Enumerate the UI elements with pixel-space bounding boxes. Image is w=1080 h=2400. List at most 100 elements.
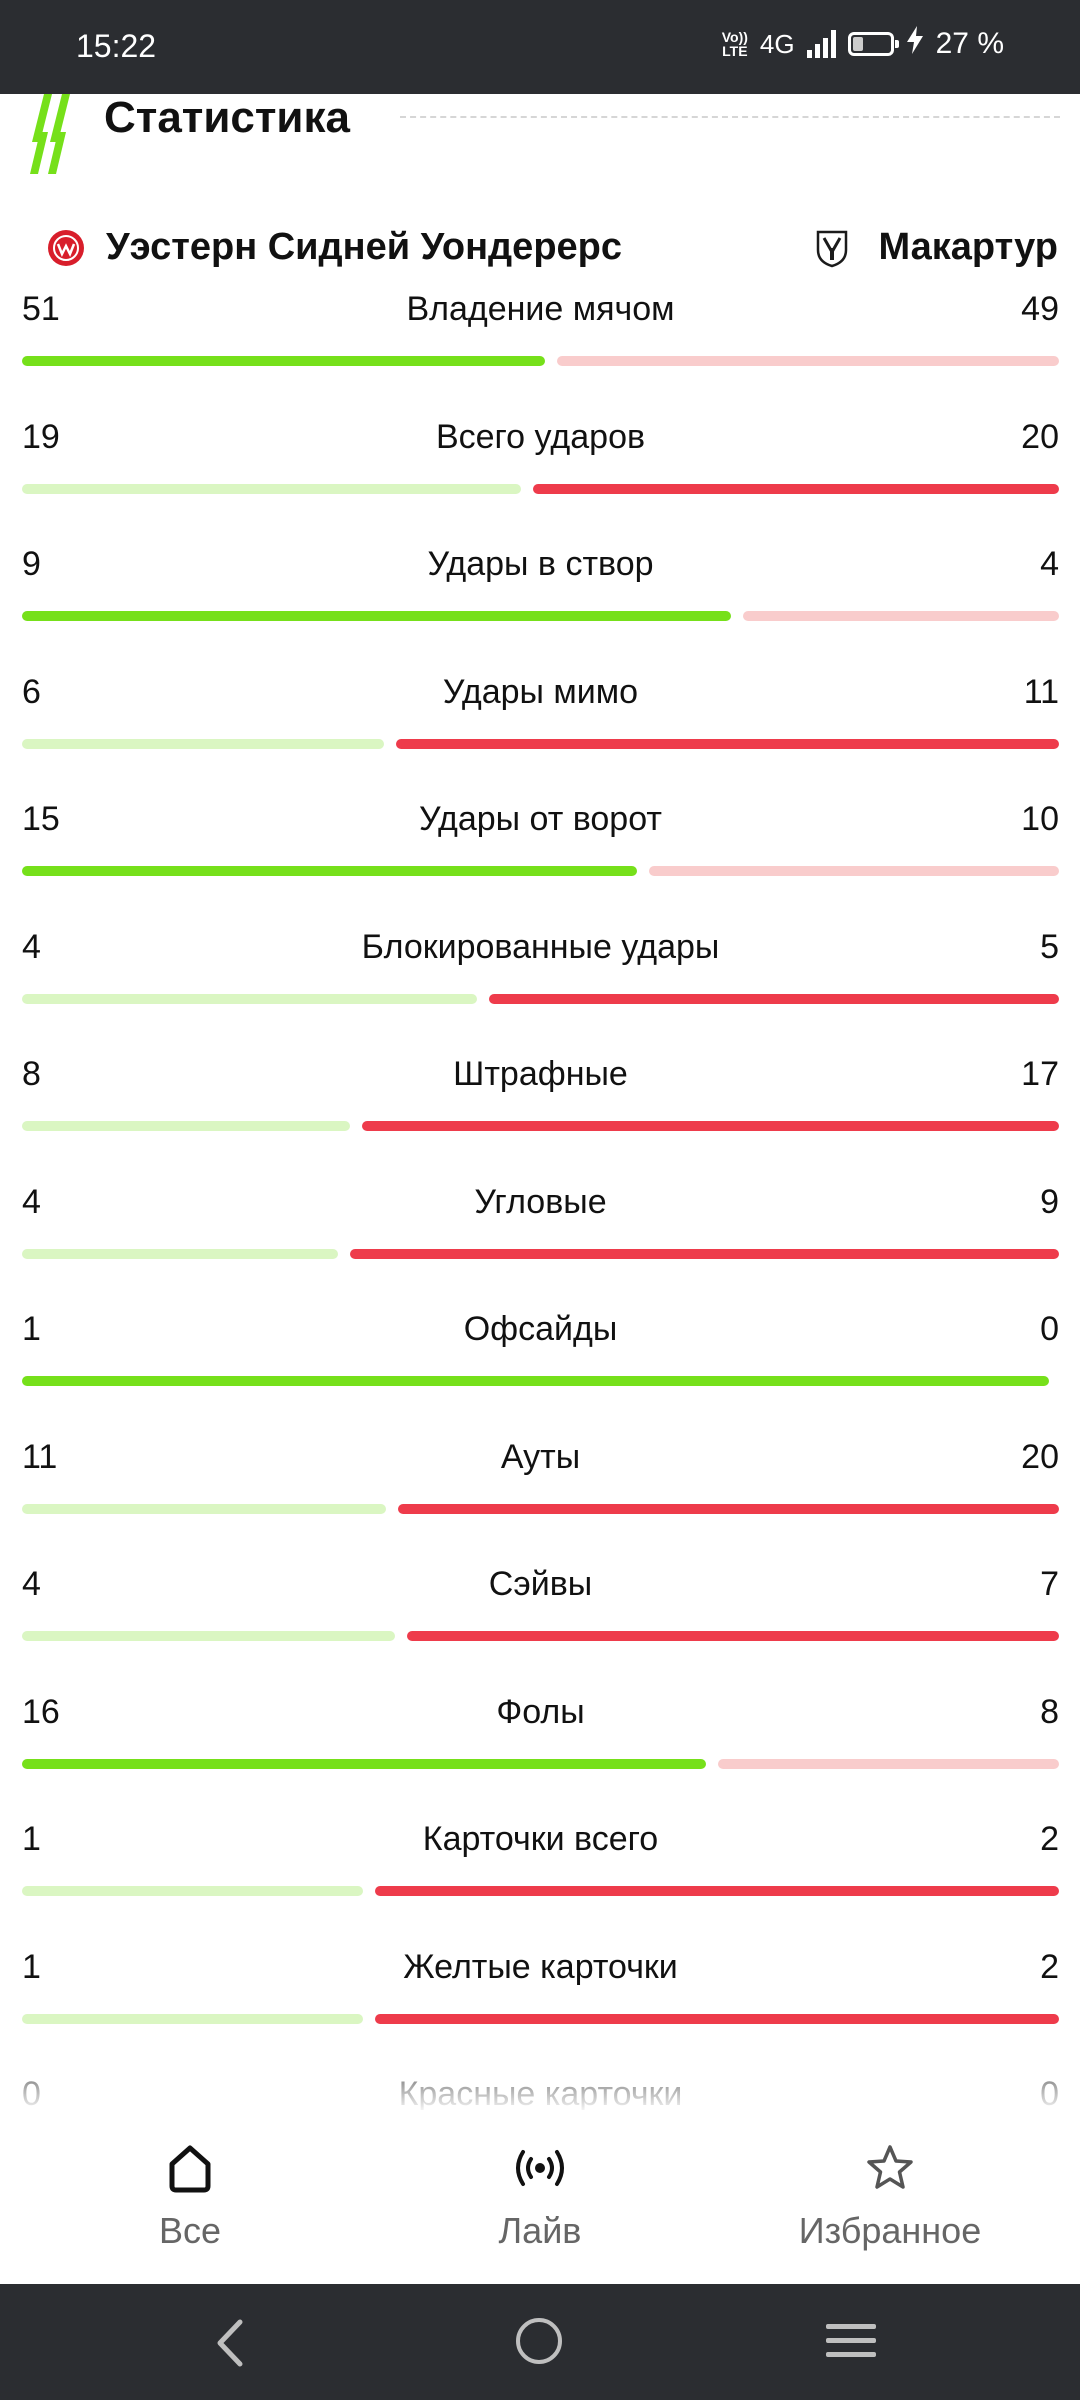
stat-row: 51 Владение мячом 49	[22, 286, 1059, 414]
stat-home-bar	[22, 2013, 363, 2024]
stat-home-bar	[22, 1631, 395, 1641]
stat-home-value: 4	[22, 1182, 41, 1221]
stat-away-bar	[489, 993, 1059, 1004]
volte-icon: Vo)) LTE	[721, 29, 748, 59]
network-type: 4G	[759, 28, 795, 59]
stat-label: Фолы	[496, 1692, 585, 1731]
stat-away-value: 49	[1021, 290, 1059, 328]
home-circle-icon[interactable]	[516, 2318, 562, 2364]
stat-away-bar	[375, 2013, 1059, 2024]
stat-bars	[22, 1376, 1059, 1386]
stat-label: Удары от ворот	[419, 800, 662, 838]
stat-away-value: 8	[1040, 1692, 1059, 1731]
stat-away-value: 9	[1040, 1182, 1059, 1221]
stat-row: 19 Всего ударов 20	[22, 414, 1059, 542]
wsw-crest-icon	[48, 229, 84, 266]
stat-home-value: 4	[22, 1565, 41, 1603]
stat-away-bar	[533, 483, 1059, 494]
stat-away-value: 4	[1040, 545, 1059, 583]
stat-home-value: 51	[22, 290, 60, 328]
stat-home-value: 6	[22, 672, 41, 711]
stat-away-bar	[649, 866, 1059, 876]
home-team[interactable]: Уэстерн Сидней Уондерерс	[46, 226, 622, 269]
brand-stripes-icon	[30, 94, 70, 174]
teams-row: Уэстерн Сидней Уондерерс Макартур	[0, 226, 1080, 276]
stat-home-value: 11	[22, 1437, 58, 1476]
stat-bars	[22, 483, 1059, 494]
stat-away-bar	[362, 1121, 1059, 1131]
stat-home-value: 16	[22, 1692, 60, 1731]
stat-away-bar	[743, 611, 1059, 621]
stat-away-value: 20	[1021, 1437, 1059, 1476]
stat-label: Штрафные	[453, 1055, 628, 1093]
stat-label: Угловые	[474, 1182, 607, 1221]
stat-away-value: 10	[1021, 800, 1059, 838]
stat-away-value: 0	[1040, 1310, 1059, 1348]
stat-row: 15 Удары от ворот 10	[22, 796, 1059, 924]
stat-away-bar	[718, 1758, 1059, 1769]
header-divider	[400, 116, 1060, 118]
charging-icon	[906, 26, 924, 62]
back-icon[interactable]	[210, 2318, 250, 2373]
stat-home-bar	[22, 1503, 386, 1514]
stat-label: Офсайды	[463, 1310, 618, 1348]
stat-bars	[22, 356, 1059, 366]
nav-all[interactable]: Все	[60, 2140, 320, 2252]
stat-away-bar	[398, 1503, 1059, 1514]
stat-away-value: 17	[1021, 1055, 1059, 1093]
stat-bars	[22, 993, 1059, 1004]
macarthur-crest-icon	[817, 230, 848, 267]
stat-bars	[22, 738, 1059, 749]
stat-row: 1 Желтые карточки 2	[22, 1944, 1059, 2072]
stat-row: 6 Удары мимо 11	[22, 669, 1059, 797]
nav-favorites[interactable]: Избранное	[760, 2140, 1020, 2252]
live-broadcast-icon	[410, 2140, 670, 2196]
bottom-nav: Все Лайв Избранное	[0, 2110, 1080, 2284]
stat-bars	[22, 1886, 1059, 1896]
stat-bars	[22, 1758, 1059, 1769]
stat-bars	[22, 866, 1059, 876]
page-title: Статистика	[104, 93, 350, 142]
stat-row: 8 Штрафные 17	[22, 1051, 1059, 1179]
stat-away-value: 5	[1040, 927, 1059, 966]
stat-home-bar	[22, 1121, 350, 1131]
stat-row: 16 Фолы 8	[22, 1689, 1059, 1817]
stat-away-bar	[375, 1886, 1059, 1896]
stat-away-value: 2	[1040, 1820, 1059, 1858]
stat-bars	[22, 1631, 1059, 1641]
battery-icon	[847, 32, 899, 56]
stat-label: Владение мячом	[406, 290, 675, 328]
stat-label: Ауты	[500, 1437, 581, 1476]
system-nav-bar	[0, 2284, 1080, 2400]
stat-row: 1 Офсайды 0	[22, 1306, 1059, 1434]
away-team[interactable]: Макартур	[812, 226, 1058, 269]
away-team-name: Макартур	[878, 226, 1058, 268]
stat-row: 1 Карточки всего 2	[22, 1816, 1059, 1944]
stat-label: Удары мимо	[442, 672, 639, 711]
stat-row: 4 Сэйвы 7	[22, 1561, 1059, 1689]
nav-favorites-label: Избранное	[798, 2210, 982, 2251]
stat-home-bar	[22, 993, 477, 1004]
status-time: 15:22	[76, 28, 157, 64]
home-icon	[60, 2140, 320, 2196]
stat-label: Блокированные удары	[361, 927, 720, 966]
stat-away-value: 20	[1021, 417, 1059, 456]
nav-live-label: Лайв	[498, 2210, 582, 2251]
recents-menu-icon[interactable]	[826, 2324, 876, 2366]
nav-live[interactable]: Лайв	[410, 2140, 670, 2252]
stat-bars	[22, 611, 1059, 621]
nav-all-label: Все	[158, 2210, 222, 2251]
stat-away-bar	[557, 356, 1059, 366]
stat-away-bar	[396, 738, 1059, 749]
stat-bars	[22, 2013, 1059, 2024]
stat-bars	[22, 1503, 1059, 1514]
stat-label: Всего ударов	[435, 417, 646, 456]
stat-bars	[22, 1248, 1059, 1259]
scroll-fade	[0, 2040, 1080, 2110]
stat-home-value: 9	[22, 545, 41, 583]
stat-home-bar	[22, 1758, 706, 1769]
status-icons: Vo)) LTE 4G 27 %	[722, 26, 1004, 62]
stat-home-bar	[22, 1886, 363, 1896]
stat-away-bar	[350, 1248, 1059, 1259]
stat-home-value: 1	[22, 1310, 41, 1348]
